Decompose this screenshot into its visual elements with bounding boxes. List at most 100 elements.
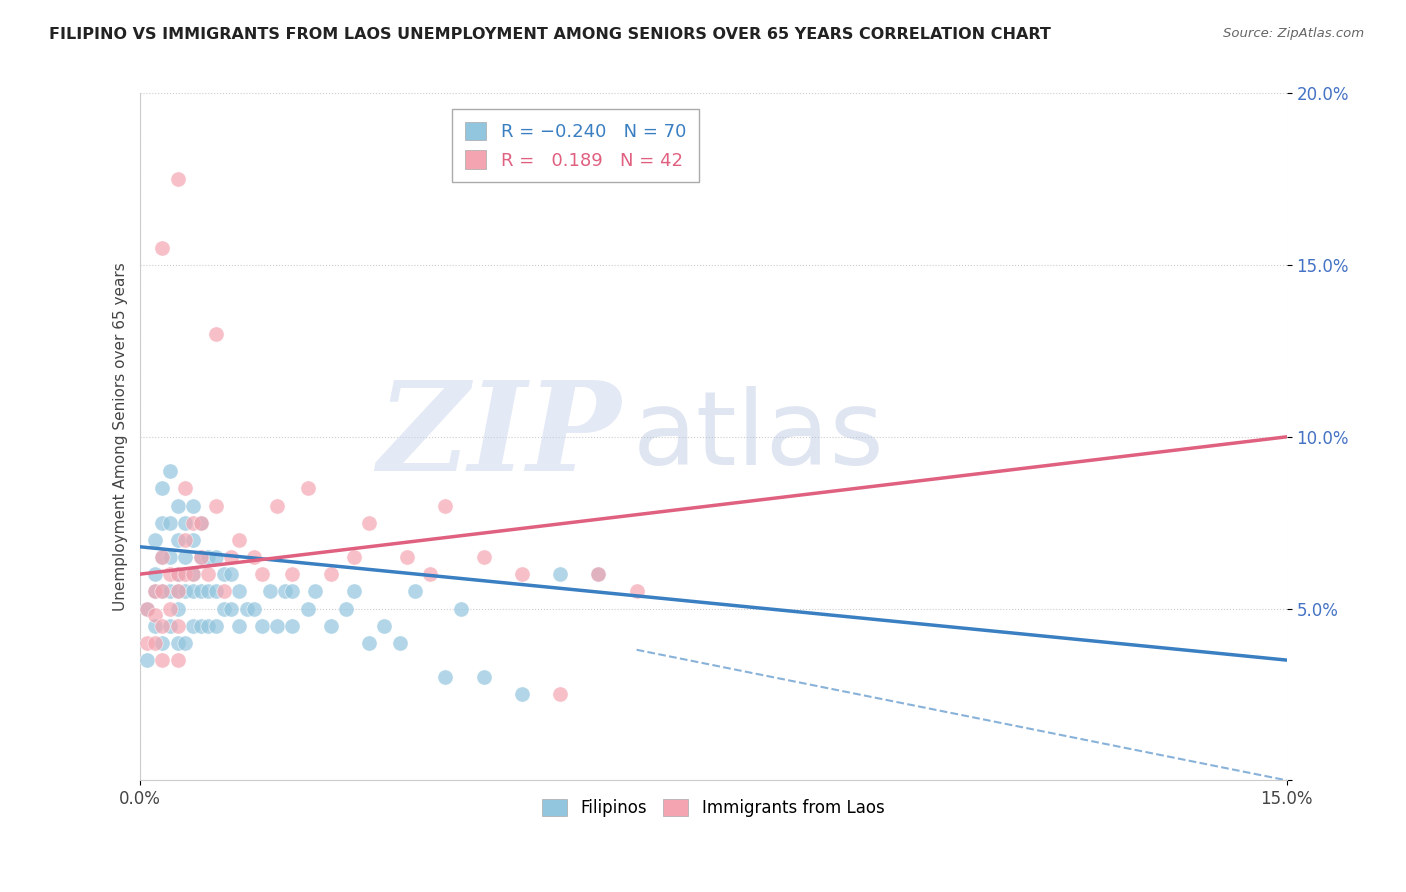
Text: Source: ZipAtlas.com: Source: ZipAtlas.com <box>1223 27 1364 40</box>
Point <box>588 567 610 582</box>
Point <box>228 619 250 633</box>
Point <box>159 464 181 478</box>
Point <box>243 549 266 564</box>
Point <box>174 533 197 547</box>
Point <box>181 619 204 633</box>
Y-axis label: Unemployment Among Seniors over 65 years: Unemployment Among Seniors over 65 years <box>114 262 128 611</box>
Point <box>152 516 174 530</box>
Point <box>166 172 188 186</box>
Point <box>212 601 235 615</box>
Point <box>152 653 174 667</box>
Point <box>588 567 610 582</box>
Point <box>250 567 273 582</box>
Point <box>174 516 197 530</box>
Point <box>159 584 181 599</box>
Point <box>281 584 304 599</box>
Point <box>205 549 228 564</box>
Point <box>190 516 212 530</box>
Point <box>197 584 219 599</box>
Point <box>304 584 326 599</box>
Text: ZIP: ZIP <box>378 376 621 498</box>
Point <box>319 567 342 582</box>
Point <box>472 670 495 684</box>
Point <box>235 601 257 615</box>
Point <box>190 619 212 633</box>
Point <box>197 567 219 582</box>
Point <box>205 584 228 599</box>
Point <box>221 601 243 615</box>
Point <box>190 549 212 564</box>
Point <box>181 567 204 582</box>
Point <box>373 619 395 633</box>
Point <box>166 567 188 582</box>
Point <box>136 636 159 650</box>
Point <box>136 653 159 667</box>
Point <box>281 619 304 633</box>
Point <box>243 601 266 615</box>
Point <box>152 481 174 495</box>
Point <box>143 636 166 650</box>
Point <box>181 584 204 599</box>
Point <box>419 567 441 582</box>
Point <box>343 549 366 564</box>
Point <box>190 549 212 564</box>
Point <box>626 584 648 599</box>
Point <box>205 326 228 341</box>
Point <box>181 533 204 547</box>
Point <box>190 584 212 599</box>
Point <box>143 584 166 599</box>
Point <box>510 567 533 582</box>
Point <box>228 584 250 599</box>
Point <box>266 499 288 513</box>
Point <box>159 549 181 564</box>
Point <box>166 533 188 547</box>
Point <box>357 636 380 650</box>
Point <box>159 601 181 615</box>
Point <box>212 584 235 599</box>
Point <box>143 608 166 623</box>
Point <box>228 533 250 547</box>
Point <box>152 549 174 564</box>
Point <box>357 516 380 530</box>
Point <box>250 619 273 633</box>
Point <box>197 619 219 633</box>
Point <box>343 584 366 599</box>
Point <box>434 670 457 684</box>
Point <box>174 481 197 495</box>
Point <box>212 567 235 582</box>
Point <box>297 601 319 615</box>
Point <box>221 549 243 564</box>
Point <box>174 567 197 582</box>
Point <box>136 601 159 615</box>
Point <box>159 516 181 530</box>
Point <box>174 584 197 599</box>
Point <box>143 584 166 599</box>
Point <box>152 241 174 255</box>
Point <box>166 653 188 667</box>
Point <box>297 481 319 495</box>
Point <box>166 584 188 599</box>
Point <box>166 567 188 582</box>
Point <box>152 636 174 650</box>
Point <box>136 601 159 615</box>
Point <box>166 499 188 513</box>
Point <box>152 619 174 633</box>
Point <box>434 499 457 513</box>
Point <box>221 567 243 582</box>
Point <box>174 636 197 650</box>
Point <box>266 619 288 633</box>
Point <box>166 619 188 633</box>
Point <box>319 619 342 633</box>
Point <box>190 516 212 530</box>
Point <box>396 549 419 564</box>
Point <box>472 549 495 564</box>
Point <box>181 499 204 513</box>
Point <box>174 549 197 564</box>
Point <box>166 601 188 615</box>
Point <box>205 619 228 633</box>
Point <box>548 688 571 702</box>
Text: FILIPINO VS IMMIGRANTS FROM LAOS UNEMPLOYMENT AMONG SENIORS OVER 65 YEARS CORREL: FILIPINO VS IMMIGRANTS FROM LAOS UNEMPLO… <box>49 27 1052 42</box>
Point <box>274 584 297 599</box>
Point <box>510 688 533 702</box>
Point <box>143 619 166 633</box>
